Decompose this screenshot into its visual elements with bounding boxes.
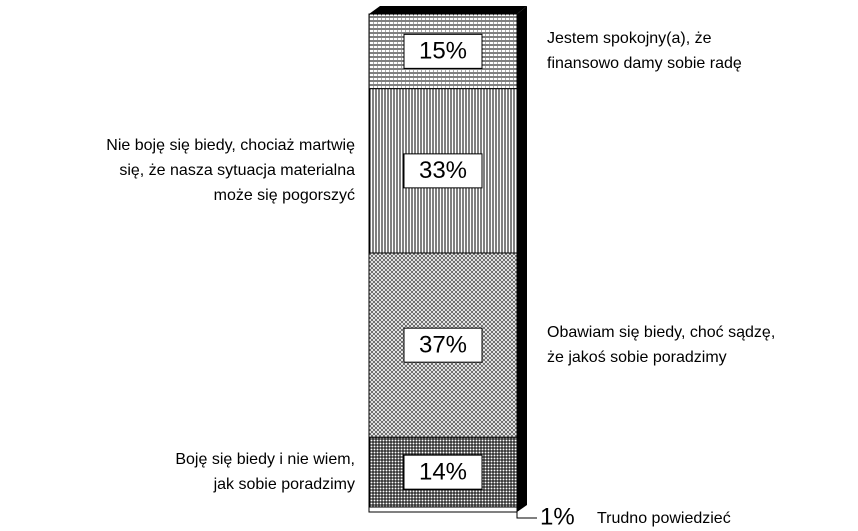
value-label: 1% (540, 503, 575, 530)
category-label: że jakoś sobie poradzimy (547, 349, 727, 366)
value-label: 14% (419, 459, 467, 486)
value-label-box (403, 327, 483, 363)
category-label: Jestem spokojny(a), że (547, 30, 712, 47)
category-label: może się pogorszyć (214, 187, 355, 204)
category-label: Trudno powiedzieć (597, 510, 731, 527)
leader-line (516, 512, 537, 519)
category-label: Obawiam się biedy, choć sądzę, (547, 324, 775, 341)
category-label: Boję się biedy i nie wiem, (175, 451, 355, 468)
value-label: 37% (419, 332, 467, 359)
category-label: Nie boję się biedy, chociaż martwię (106, 137, 355, 154)
bar-segment (368, 506, 518, 513)
value-label-box (403, 454, 483, 490)
value-label: 33% (419, 157, 467, 184)
category-label: się, że nasza sytuacja materialna (119, 162, 355, 179)
bar-top (369, 6, 527, 14)
value-label: 15% (419, 38, 467, 65)
category-label: jak sobie poradzimy (213, 476, 355, 493)
bar-side (517, 6, 527, 512)
category-label: finansowo damy sobie radę (547, 55, 742, 72)
value-label-box (403, 33, 483, 69)
value-label-box (403, 153, 483, 189)
